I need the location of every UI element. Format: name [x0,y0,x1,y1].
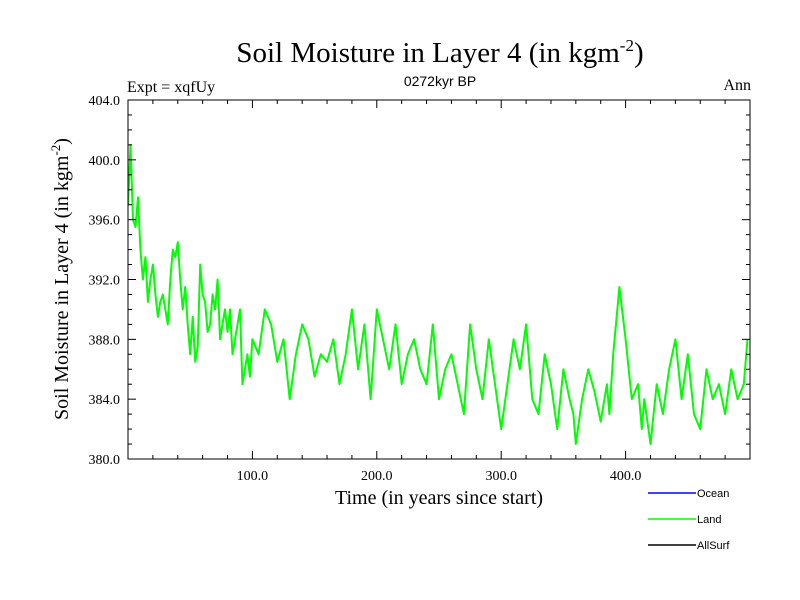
chart-title: Soil Moisture in Layer 4 (in kgm-2) [236,36,643,69]
period-label: 0272kyr BP [404,73,476,89]
x-tick-label: 200.0 [361,469,393,484]
axis-ticks [128,99,750,460]
y-tick-label: 404.0 [89,94,121,109]
season-label: Ann [723,77,751,94]
x-axis-label: Time (in years since start) [335,487,543,509]
plot-frame [127,99,751,460]
legend: Ocean Land AllSurf [648,488,730,552]
x-tick-label: 100.0 [237,469,269,484]
y-tick-label: 388.0 [89,333,121,348]
y-tick-label: 396.0 [89,214,121,229]
y-tick-label: 384.0 [89,393,121,408]
y-tick-label: 400.0 [89,154,121,169]
legend-allsurf-label: AllSurf [697,540,730,552]
x-tick-label: 300.0 [485,469,517,484]
legend-ocean-label: Ocean [697,488,729,500]
y-axis-label: Soil Moisture in Layer 4 (in kgm-2) [48,138,73,420]
land-series-line [128,143,749,445]
legend-land-label: Land [697,514,721,526]
y-tick-label: 392.0 [89,274,121,289]
x-tick-label: 400.0 [610,469,642,484]
experiment-label: Expt = xqfUy [127,79,215,96]
y-tick-label: 380.0 [89,453,121,468]
